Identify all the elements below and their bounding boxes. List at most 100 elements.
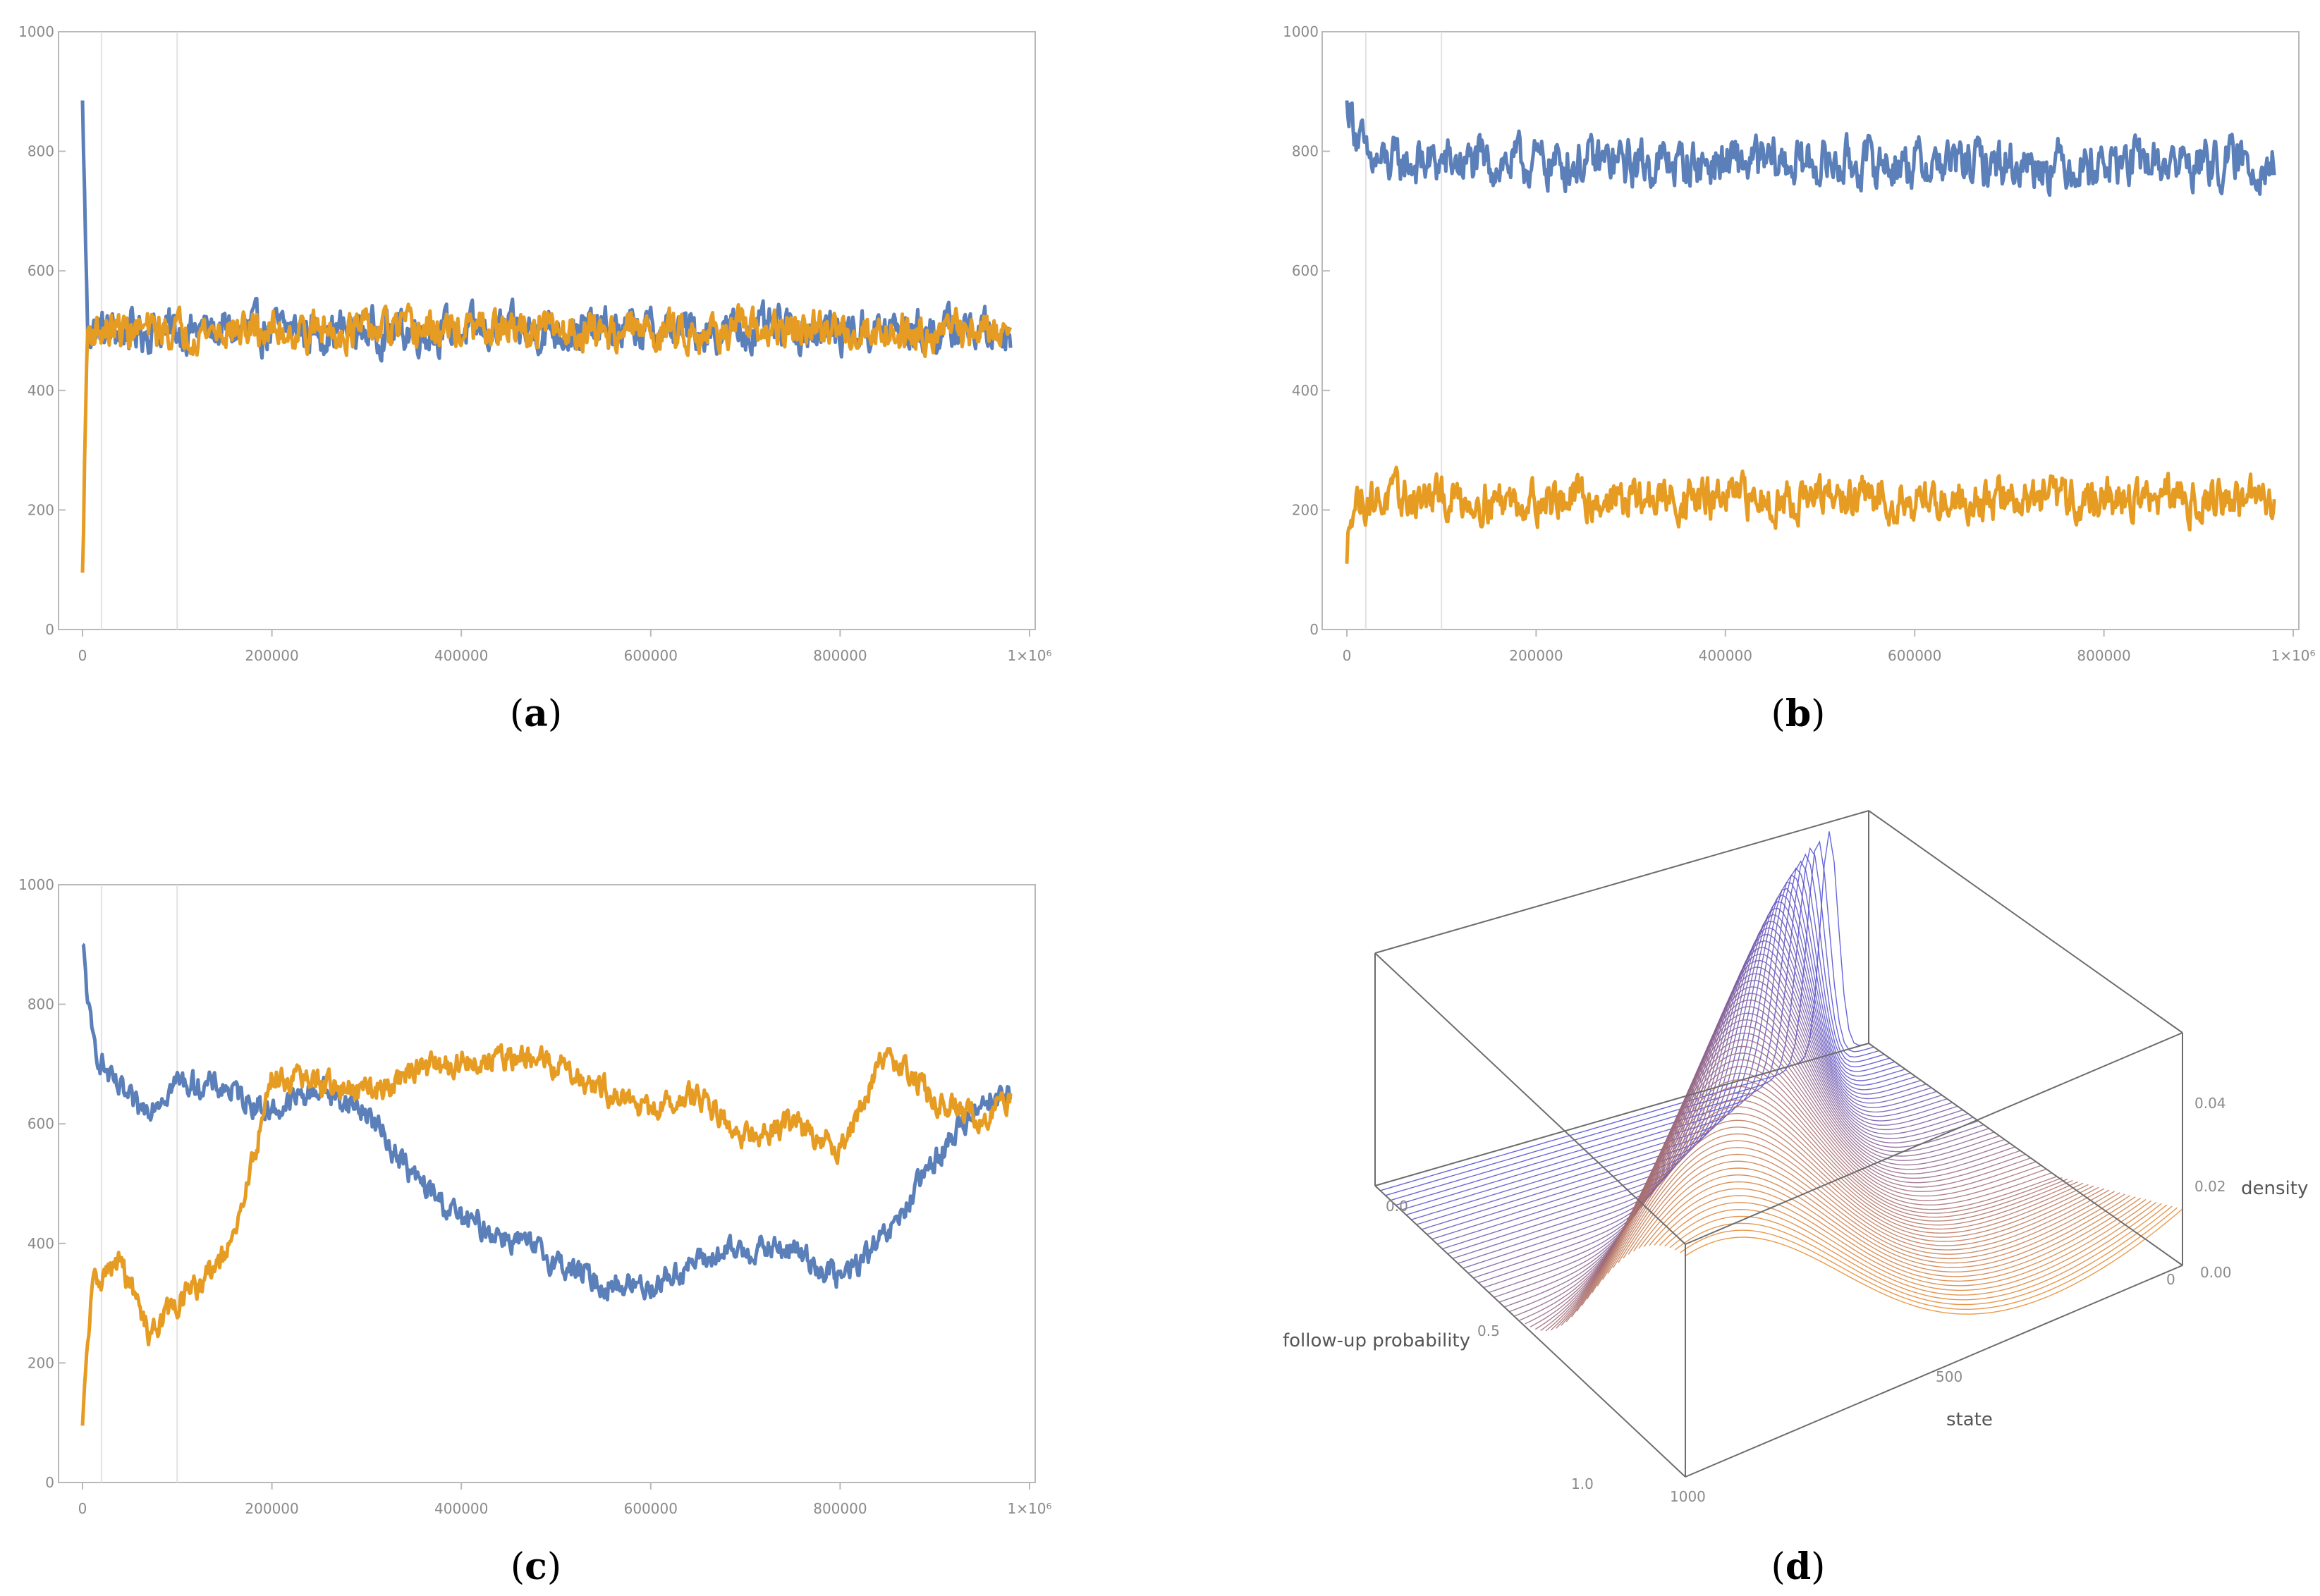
y-tick-label: 1000	[18, 23, 54, 40]
series-line-orange	[80, 302, 1013, 573]
series-group	[80, 943, 1013, 1426]
box-edge	[1374, 952, 1686, 1245]
density-curve	[1405, 874, 1900, 1215]
density-curve	[1509, 1006, 2005, 1313]
follow-up-probability-axis-label: follow-up probability	[1283, 1330, 1470, 1351]
y-tick-label: 800	[28, 996, 54, 1013]
density-curve	[1390, 853, 1885, 1201]
y-tick-label: 200	[1292, 501, 1319, 518]
plot-frame	[58, 884, 1036, 1483]
x-tick-label: 600000	[1888, 647, 1941, 664]
3d-box-frame	[1374, 810, 2183, 1478]
panel-label-c: (c)	[511, 1545, 561, 1588]
y-tick-label: 0	[1309, 621, 1319, 638]
x-tick-label: 400000	[1699, 647, 1752, 664]
density-curve	[1618, 1147, 2115, 1263]
state-tick-2: 1000	[1670, 1488, 1706, 1505]
state-tick-0: 0	[2166, 1271, 2175, 1288]
density-curve	[1612, 1140, 2110, 1269]
state-axis-label: state	[1946, 1409, 1993, 1430]
plot-frame	[58, 31, 1036, 630]
x-tick-label: 600000	[624, 647, 678, 664]
density-curve	[1674, 1205, 2173, 1306]
density-curve	[1380, 840, 1874, 1191]
box-edge	[1685, 1265, 2183, 1478]
state-tick-1: 500	[1936, 1368, 1962, 1385]
density-curve	[1607, 1133, 2105, 1275]
panel-d-chart: 0.0 0.5 1.0 follow-up probability 0 500 …	[1283, 810, 2308, 1588]
series-line-orange	[80, 1043, 1013, 1426]
x-tick-label: 800000	[813, 1500, 867, 1517]
y-tick-label: 600	[28, 262, 54, 279]
density-curve	[1654, 1195, 2151, 1287]
x-tick-label: 1×10⁶	[1008, 647, 1052, 664]
x-tick-label: 600000	[624, 1500, 678, 1517]
y-tick-label: 800	[28, 143, 54, 160]
prob-tick-0: 0.0	[1386, 1198, 1408, 1215]
y-tick-label: 1000	[1283, 23, 1319, 40]
x-tick-label: 0	[1343, 647, 1352, 664]
density-curve	[1411, 881, 1906, 1220]
x-tick-label: 800000	[2077, 647, 2130, 664]
density-curve	[1685, 1208, 2183, 1315]
y-tick-label: 200	[28, 501, 54, 518]
density-surface	[1374, 831, 2183, 1332]
y-axis-ticks: 0 200 400 600 800 1000	[18, 23, 66, 638]
x-axis-ticks: 0 200000 400000 600000 800000 1×10⁶	[78, 630, 1052, 664]
density-curve	[1680, 1207, 2178, 1310]
density-curve	[1664, 1203, 2162, 1296]
panel-label-d: (d)	[1771, 1545, 1826, 1588]
density-curve	[1467, 953, 1963, 1274]
density-curve	[1561, 1072, 2058, 1326]
y-tick-label: 400	[28, 382, 54, 399]
density-curve	[1633, 1167, 2131, 1268]
density-curve	[1581, 1099, 2078, 1306]
box-edge	[1374, 1043, 1869, 1186]
density-curve	[1602, 1127, 2099, 1280]
x-axis-ticks: 0 200000 400000 600000 800000 1×10⁶	[78, 1483, 1052, 1517]
density-curve	[1483, 973, 1979, 1289]
prob-tick-1: 0.5	[1477, 1322, 1500, 1339]
x-tick-label: 0	[78, 1500, 87, 1517]
y-tick-label: 0	[45, 1474, 54, 1491]
density-axis-label: density	[2241, 1178, 2308, 1199]
x-tick-label: 1×10⁶	[1008, 1500, 1052, 1517]
panel-label-a: (a)	[510, 692, 562, 735]
density-curve	[1649, 1188, 2147, 1282]
panel-a-chart: 0 200 400 600 800 1000 0 200000 400000 600000 800…	[18, 23, 1051, 735]
y-tick-label: 400	[28, 1235, 54, 1252]
y-tick-label: 800	[1292, 143, 1319, 160]
x-tick-label: 1×10⁶	[2271, 647, 2316, 664]
density-curve	[1638, 1174, 2136, 1273]
y-tick-label: 200	[28, 1354, 54, 1371]
panel-b-chart: 0 200 400 600 800 1000 0 200000 400000 600000 800…	[1283, 23, 2315, 735]
density-curve	[1400, 867, 1895, 1211]
panel-label-b: (b)	[1771, 692, 1826, 735]
box-edge	[1685, 1032, 2183, 1245]
x-tick-label: 400000	[434, 647, 488, 664]
y-tick-label: 1000	[18, 876, 54, 893]
panel-c-chart: 0 200 400 600 800 1000 0 200000 400000 600000 800…	[18, 876, 1051, 1588]
series-group	[80, 100, 1013, 573]
density-curve	[1458, 940, 1953, 1264]
density-curve	[1571, 1086, 2068, 1318]
density-curve	[1478, 966, 1974, 1284]
density-tick-0: 0.00	[2200, 1264, 2232, 1281]
y-axis-ticks: 0 200 400 600 800 1000	[18, 876, 66, 1491]
density-curve	[1596, 1119, 2094, 1287]
gridlines	[1364, 32, 1443, 630]
density-curve	[1628, 1160, 2125, 1264]
x-axis-ticks: 0 200000 400000 600000 800000 1×10⁶	[1343, 630, 2316, 664]
density-curve	[1587, 1106, 2084, 1300]
density-curve	[1442, 921, 1937, 1250]
y-tick-label: 400	[1292, 382, 1319, 399]
y-tick-label: 0	[45, 621, 54, 638]
density-curve	[1494, 986, 1989, 1298]
x-tick-label: 800000	[813, 647, 867, 664]
density-curve	[1530, 1032, 2026, 1327]
density-curve	[1565, 1079, 2063, 1322]
density-curve	[1659, 1201, 2157, 1291]
series-line-blue	[1345, 100, 2276, 197]
x-tick-label: 400000	[434, 1500, 488, 1517]
density-tick-1: 0.02	[2194, 1178, 2226, 1195]
